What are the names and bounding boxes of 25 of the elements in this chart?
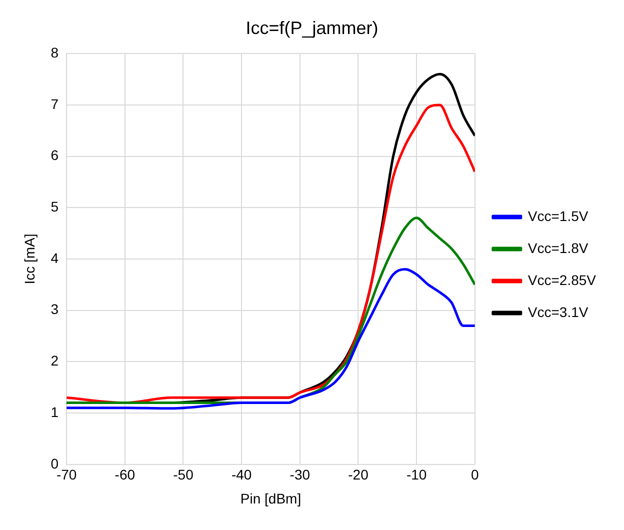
x-tick-label: -70 (56, 466, 77, 483)
y-axis-title: Icc [mA] (21, 234, 38, 284)
legend-label: Vcc=1.5V (528, 208, 589, 224)
y-tick-label: 0 (50, 455, 59, 472)
y-tick-label: 4 (50, 250, 59, 266)
x-tick-label: -30 (290, 466, 310, 483)
y-tick-label: 7 (50, 96, 59, 112)
legend-label: Vcc=2.85V (528, 272, 597, 288)
x-tick-label: -20 (348, 466, 369, 483)
x-tick-label: -60 (114, 466, 136, 483)
chart-title: Icc=f(P_jammer) (246, 18, 378, 38)
x-tick-label: -50 (173, 466, 194, 483)
y-tick-label: 3 (50, 301, 59, 318)
x-tick-label: -40 (231, 466, 252, 483)
x-tick-label: -10 (406, 466, 427, 483)
y-tick-label: 1 (50, 404, 59, 420)
y-tick-label: 8 (50, 44, 59, 60)
y-tick-label: 5 (50, 198, 59, 215)
legend-label: Vcc=3.1V (528, 304, 589, 320)
x-axis-title: Pin [dBm] (240, 490, 302, 506)
x-tick-label: 0 (471, 466, 479, 483)
y-tick-label: 6 (50, 147, 59, 164)
legend-label: Vcc=1.8V (528, 240, 589, 256)
y-tick-label: 2 (50, 352, 59, 369)
line-series (66, 268, 475, 410)
